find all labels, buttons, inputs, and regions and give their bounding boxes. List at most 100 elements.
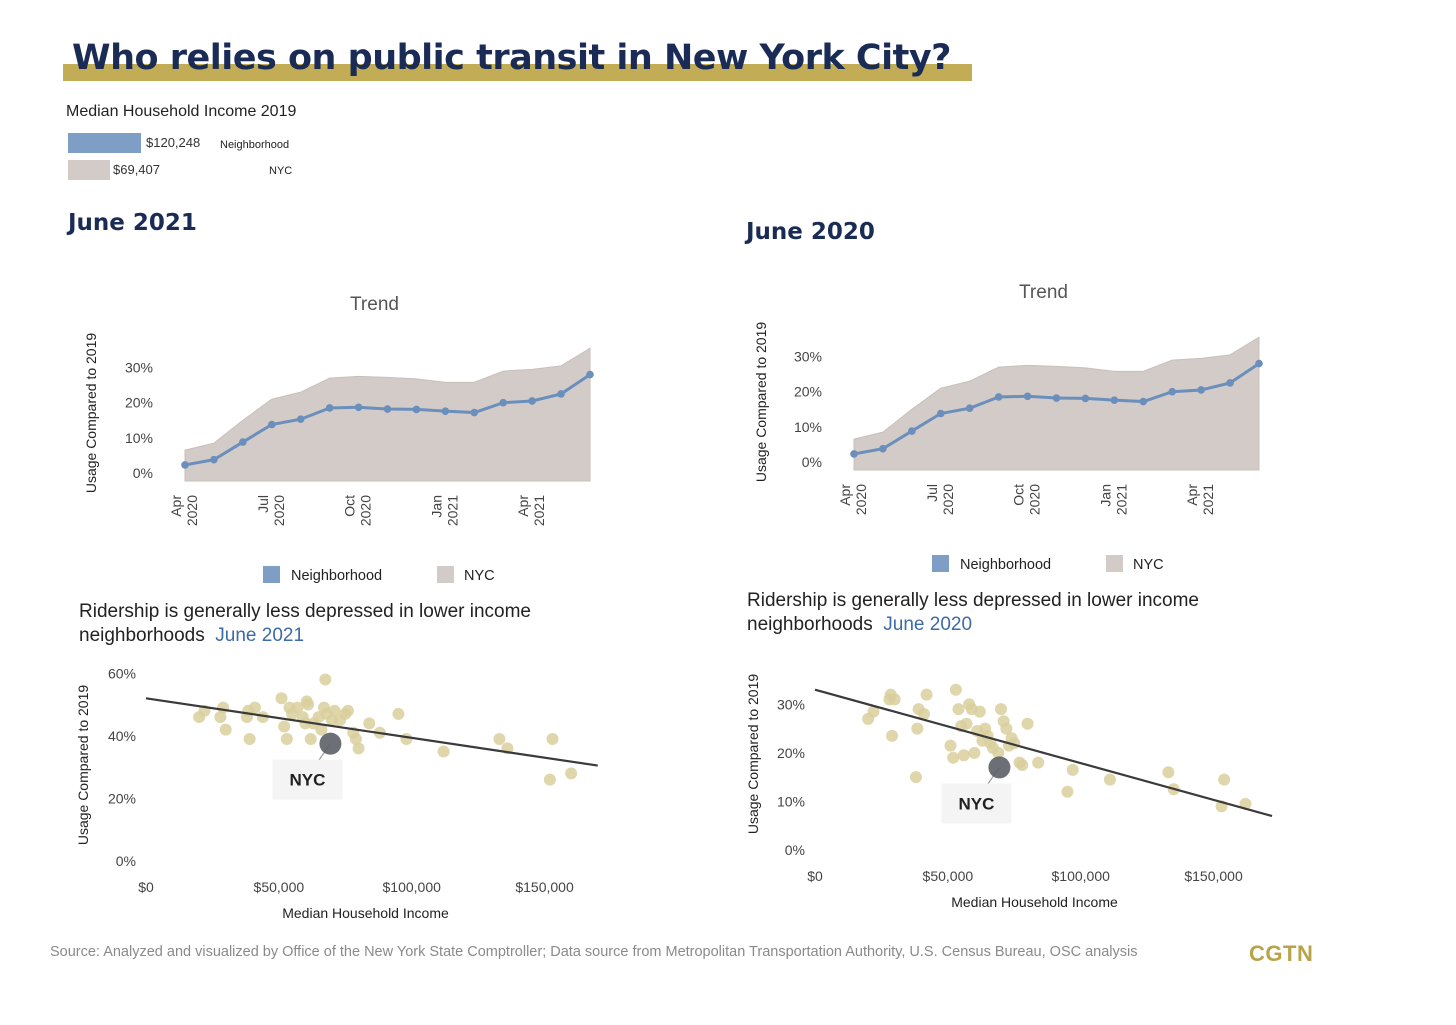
scatter-point [1000, 722, 1013, 735]
scatter-point [968, 746, 981, 759]
scatter-point [1066, 763, 1079, 776]
income-value-nyc: $69,407 [113, 162, 160, 177]
neighborhood-point [1110, 396, 1119, 404]
chart-title: Trend [350, 294, 399, 315]
neighborhood-point [239, 438, 247, 446]
neighborhood-point [296, 415, 305, 424]
nyc-label: NYC [958, 794, 994, 813]
scatter-point [1218, 773, 1231, 786]
neighborhood-point [1052, 394, 1061, 402]
scatter-point [217, 701, 230, 714]
scatter-header-line2: neighborhoods June 2021 [79, 624, 531, 648]
scatter-point [280, 732, 293, 745]
neighborhood-point [994, 393, 1003, 401]
scatter-point [315, 723, 328, 736]
y-tick-label: 0% [116, 853, 136, 869]
scatter-point [949, 683, 962, 696]
scatter-point [349, 732, 362, 745]
income-label-nyc: NYC [269, 165, 293, 177]
x-tick-label-month: Jan [428, 495, 444, 518]
scatter-point [1016, 759, 1029, 771]
scatter-point [437, 745, 450, 758]
x-tick-label-month: Jul [255, 495, 271, 513]
neighborhood-point [936, 409, 945, 418]
income-bar-neighborhood [68, 133, 141, 153]
x-tick-label-month: Apr [1184, 484, 1200, 506]
scatter-point [973, 705, 986, 718]
scatter-point [888, 693, 901, 706]
neighborhood-point [325, 404, 334, 412]
trend-chart-june-2020: Trend Usage Compared to 2019 0% 10% 20% 30% Ap… [753, 282, 1263, 573]
section-heading-june-2021: June 2021 [68, 210, 197, 236]
y-tick-label: 0% [785, 842, 805, 858]
scatter-point [256, 711, 269, 724]
x-tick-label: $100,000 [383, 879, 442, 895]
scatter-header-line2: neighborhoods June 2020 [747, 613, 1199, 637]
x-tick-label-year: 2020 [184, 495, 200, 526]
scatter-point [920, 688, 933, 701]
y-tick-label: 10% [794, 419, 822, 435]
scatter-header-right: Ridership is generally less depressed in… [747, 589, 1199, 637]
x-tick-label: $50,000 [923, 868, 974, 884]
y-axis-label: Usage Compared to 2019 [753, 322, 769, 483]
x-tick-label-year: 2021 [531, 495, 547, 526]
scatter-point [1162, 766, 1175, 779]
scatter-point [543, 773, 556, 786]
x-axis-label: Median Household Income [951, 894, 1118, 910]
neighborhood-point [267, 420, 276, 429]
income-value-neighborhood: $120,248 [146, 135, 201, 150]
title-underline-bar [63, 64, 972, 81]
y-tick-label: 20% [125, 395, 153, 411]
neighborhood-point [528, 397, 536, 405]
page-title: Who relies on public transit in New York… [72, 38, 951, 78]
legend-swatch-nyc [1106, 555, 1123, 572]
income-bar-nyc [68, 160, 111, 180]
scatter-point [1061, 785, 1074, 798]
legend-label-neighborhood: Neighborhood [291, 568, 382, 584]
x-tick-label: $100,000 [1052, 868, 1111, 884]
x-tick-label-month: Jul [924, 484, 940, 502]
legend-swatch-nyc [437, 566, 454, 583]
scatter-point [909, 771, 922, 784]
neighborhood-point [1197, 386, 1205, 394]
scatter-point [995, 703, 1007, 716]
scatter-point [952, 703, 965, 716]
scatter-point [960, 717, 973, 730]
scatter-header-left: Ridership is generally less depressed in… [79, 600, 531, 648]
scatter-point [957, 749, 970, 762]
brand-logo: CGTN [1249, 941, 1314, 966]
neighborhood-point [965, 404, 974, 413]
neighborhood-point [850, 450, 858, 458]
scatter-header-text: neighborhoods [79, 625, 205, 646]
x-tick-label-month: Apr [837, 484, 853, 506]
scatter-point [291, 701, 304, 714]
neighborhood-point [441, 407, 450, 415]
scatter-point [243, 732, 256, 745]
x-tick-label-year: 2021 [444, 495, 460, 526]
x-tick-label-month: Apr [168, 495, 184, 517]
y-tick-label: 30% [777, 696, 805, 712]
scatter-point [219, 723, 232, 736]
scatter-point [214, 711, 227, 724]
neighborhood-point [412, 405, 421, 414]
neighborhood-point [1081, 394, 1090, 403]
y-tick-label: 20% [108, 790, 136, 806]
income-label-neighborhood: Neighborhood [220, 139, 290, 151]
scatter-chart-june-2020: Usage Compared to 2019 0% 10% 20% 30% $0 $50,0… [745, 674, 1273, 910]
neighborhood-point [383, 405, 392, 413]
x-tick-label-month: Oct [1011, 484, 1027, 506]
scatter-point [400, 732, 413, 745]
trend-line [814, 688, 1273, 818]
x-tick-label-year: 2020 [1027, 484, 1043, 515]
section-heading-june-2020: June 2020 [746, 219, 875, 245]
nyc-label-box [941, 783, 1012, 824]
scatter-point [275, 692, 288, 705]
nyc-point [319, 732, 342, 755]
scatter-header-accent: June 2021 [215, 625, 305, 646]
neighborhood-point [1168, 387, 1177, 396]
legend-swatch-neighborhood [263, 566, 280, 583]
neighborhood-point [1023, 392, 1032, 401]
y-tick-label: 20% [794, 384, 822, 400]
y-tick-label: 0% [802, 454, 822, 470]
nyc-area [853, 336, 1260, 471]
